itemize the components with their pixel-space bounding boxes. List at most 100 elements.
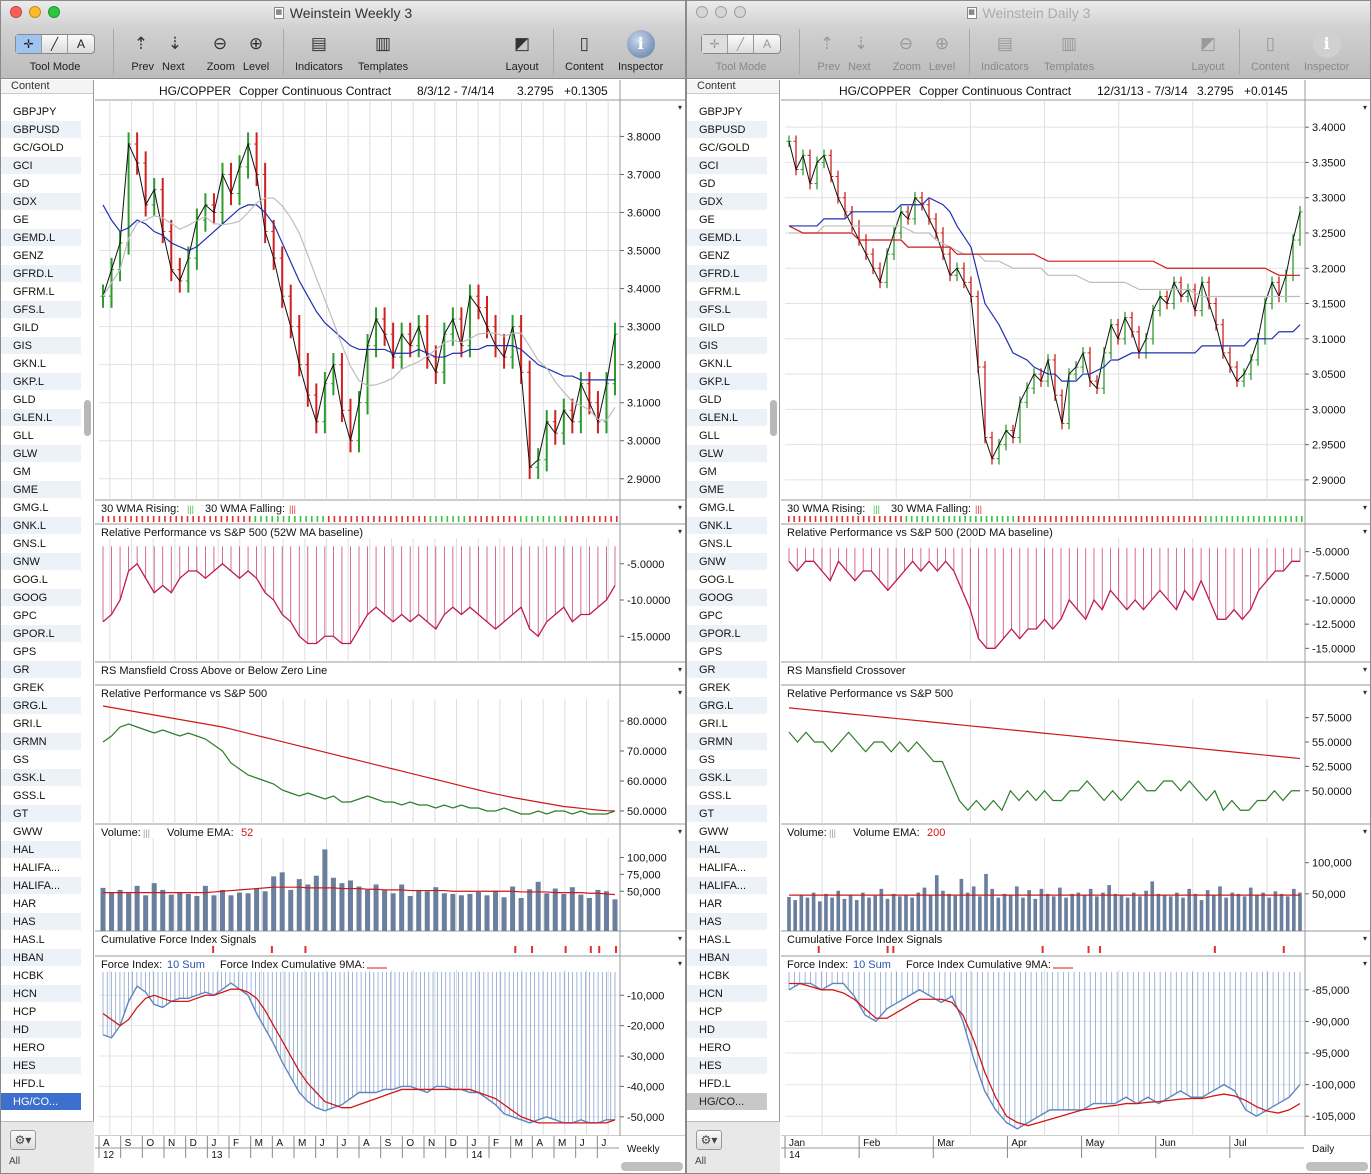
- level-button[interactable]: Level: [242, 61, 270, 73]
- pane-menu-arrow-icon[interactable]: ▾: [1363, 503, 1367, 512]
- symbol-list-item[interactable]: GPC: [687, 607, 767, 625]
- zoom-button[interactable]: Zoom: [892, 61, 921, 73]
- symbol-list-item[interactable]: GDX: [1, 193, 81, 211]
- pane-menu-arrow-icon[interactable]: ▾: [678, 665, 682, 674]
- symbol-list-item[interactable]: GEMD.L: [687, 229, 767, 247]
- minimize-button[interactable]: [715, 6, 727, 18]
- pointer-tool-icon[interactable]: ✛: [16, 35, 42, 53]
- gear-icon[interactable]: ⚙▾: [10, 1130, 36, 1150]
- symbol-list-item[interactable]: GNS.L: [1, 535, 81, 553]
- layout-button[interactable]: Layout: [1191, 61, 1225, 73]
- line-tool-icon[interactable]: ╱: [42, 35, 68, 53]
- symbol-list-item[interactable]: HCBK: [687, 967, 767, 985]
- content-button[interactable]: Content: [1251, 61, 1290, 73]
- sidebar-scrollbar[interactable]: [84, 400, 91, 436]
- info-icon[interactable]: i: [1312, 30, 1341, 58]
- info-icon[interactable]: i: [626, 30, 655, 58]
- pane-menu-arrow-icon[interactable]: ▾: [678, 688, 682, 697]
- pane-menu-arrow-icon[interactable]: ▾: [1363, 827, 1367, 836]
- zoom-out-icon[interactable]: ⊖: [898, 34, 914, 53]
- pane-menu-arrow-icon[interactable]: ▾: [1363, 934, 1367, 943]
- symbol-list-item[interactable]: HERO: [1, 1039, 81, 1057]
- all-label[interactable]: All: [9, 1156, 21, 1167]
- symbol-list-item[interactable]: GLD: [687, 391, 767, 409]
- symbol-list-item[interactable]: GFS.L: [687, 301, 767, 319]
- chart-area[interactable]: ▾ ▾ ▾ ▾ ▾ ▾ ▾ ▾ HG/COPPER Copper Continuous Contr…: [95, 80, 685, 1173]
- symbol-list-item[interactable]: GNS.L: [687, 535, 767, 553]
- symbol-list-item[interactable]: HAS: [1, 913, 81, 931]
- symbol-list-item[interactable]: HBAN: [1, 949, 81, 967]
- symbol-list-item[interactable]: HAS: [687, 913, 767, 931]
- symbol-list-item[interactable]: HALIFA...: [1, 859, 81, 877]
- symbol-list-item[interactable]: GLEN.L: [687, 409, 767, 427]
- symbol-list-item[interactable]: GILD: [687, 319, 767, 337]
- symbol-list-item[interactable]: GPOR.L: [1, 625, 81, 643]
- symbol-list-item[interactable]: GMG.L: [687, 499, 767, 517]
- horizontal-scrollbar[interactable]: [621, 1162, 683, 1171]
- minimize-button[interactable]: [29, 6, 41, 18]
- layout-icon[interactable]: ◩: [1199, 34, 1217, 53]
- symbol-list-item[interactable]: GKN.L: [1, 355, 81, 373]
- symbol-list-item[interactable]: GKP.L: [1, 373, 81, 391]
- symbol-list-item[interactable]: GM: [687, 463, 767, 481]
- symbol-list-item[interactable]: HG/CO...: [1, 1093, 81, 1111]
- sidebar-header[interactable]: Content: [687, 80, 779, 94]
- symbol-list-item[interactable]: HAR: [687, 895, 767, 913]
- horizontal-scrollbar[interactable]: [1306, 1162, 1368, 1171]
- indicators-button[interactable]: Indicators: [981, 61, 1029, 73]
- pane-menu-arrow-icon[interactable]: ▾: [678, 503, 682, 512]
- templates-button[interactable]: Templates: [1044, 61, 1095, 73]
- symbol-list-item[interactable]: GIS: [1, 337, 81, 355]
- indicators-icon[interactable]: ▤: [996, 34, 1013, 53]
- next-arrow-icon[interactable]: ⇣: [853, 34, 869, 53]
- symbol-list-item[interactable]: GRI.L: [1, 715, 81, 733]
- symbol-list-item[interactable]: GNW: [687, 553, 767, 571]
- symbol-list-item[interactable]: GE: [687, 211, 767, 229]
- gear-icon[interactable]: ⚙▾: [696, 1130, 722, 1150]
- symbol-list-item[interactable]: GD: [687, 175, 767, 193]
- symbol-list-item[interactable]: GME: [687, 481, 767, 499]
- next-button[interactable]: Next: [848, 61, 871, 73]
- pane-menu-arrow-icon[interactable]: ▾: [678, 827, 682, 836]
- symbol-list-item[interactable]: GLW: [687, 445, 767, 463]
- tool-mode-selector[interactable]: ✛ ╱ A: [15, 34, 95, 54]
- pane-menu-arrow-icon[interactable]: ▾: [678, 934, 682, 943]
- symbol-list-item[interactable]: GCI: [687, 157, 767, 175]
- symbol-list-item[interactable]: GBPJPY: [1, 103, 81, 121]
- symbol-list-item[interactable]: HES: [687, 1057, 767, 1075]
- zoom-out-icon[interactable]: ⊖: [212, 34, 228, 53]
- symbol-list-item[interactable]: GSS.L: [687, 787, 767, 805]
- symbol-list-item[interactable]: GD: [1, 175, 81, 193]
- prev-button[interactable]: Prev: [131, 61, 154, 73]
- symbol-list-item[interactable]: GOG.L: [687, 571, 767, 589]
- symbol-list-item[interactable]: GLEN.L: [1, 409, 81, 427]
- symbol-list-item[interactable]: HCP: [1, 1003, 81, 1021]
- symbol-list-item[interactable]: GR: [687, 661, 767, 679]
- layout-icon[interactable]: ◩: [513, 34, 531, 53]
- symbol-list-item[interactable]: GWW: [687, 823, 767, 841]
- symbol-list-item[interactable]: HES: [1, 1057, 81, 1075]
- line-tool-icon[interactable]: ╱: [728, 35, 754, 53]
- symbol-list-item[interactable]: GBPUSD: [687, 121, 767, 139]
- text-tool-icon[interactable]: A: [76, 37, 85, 51]
- all-label[interactable]: All: [695, 1156, 707, 1167]
- symbol-list-item[interactable]: GT: [1, 805, 81, 823]
- symbol-list-item[interactable]: GMG.L: [1, 499, 81, 517]
- templates-icon[interactable]: ▥: [375, 34, 392, 53]
- content-panel-icon[interactable]: ▯: [1265, 34, 1275, 53]
- pane-menu-arrow-icon[interactable]: ▾: [1363, 103, 1367, 112]
- prev-arrow-icon[interactable]: ⇡: [133, 34, 149, 53]
- close-button[interactable]: [10, 6, 22, 18]
- symbol-list-item[interactable]: HD: [687, 1021, 767, 1039]
- pane-menu-arrow-icon[interactable]: ▾: [1363, 665, 1367, 674]
- symbol-list-item[interactable]: GSK.L: [687, 769, 767, 787]
- symbol-list-item[interactable]: GRG.L: [687, 697, 767, 715]
- zoom-in-icon[interactable]: ⊕: [248, 34, 264, 53]
- zoom-in-icon[interactable]: ⊕: [934, 34, 950, 53]
- symbol-list-item[interactable]: HCBK: [1, 967, 81, 985]
- templates-button[interactable]: Templates: [358, 61, 409, 73]
- symbol-list-item[interactable]: GIS: [687, 337, 767, 355]
- symbol-list-item[interactable]: HFD.L: [1, 1075, 81, 1093]
- pane-menu-arrow-icon[interactable]: ▾: [678, 103, 682, 112]
- symbol-list-item[interactable]: HCP: [687, 1003, 767, 1021]
